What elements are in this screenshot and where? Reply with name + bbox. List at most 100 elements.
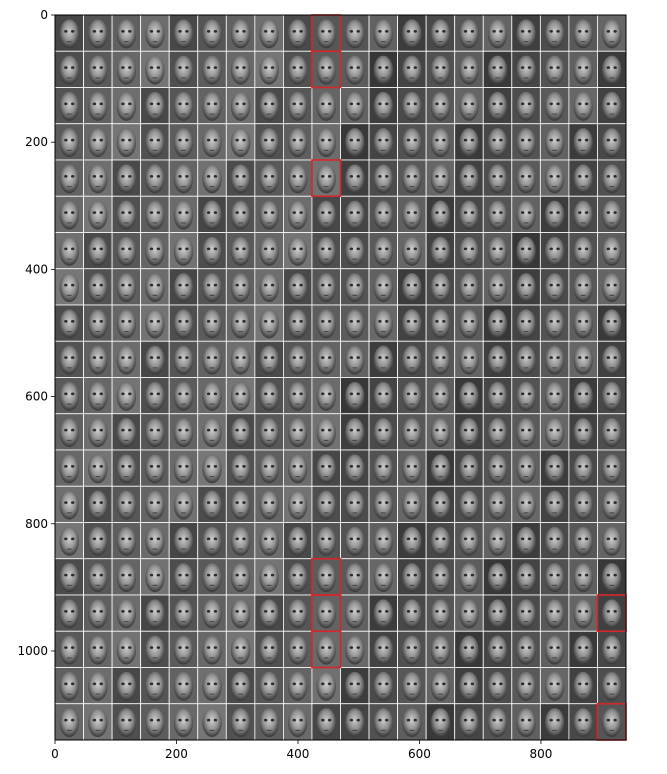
- face-tile: [454, 594, 484, 632]
- face-tile: [282, 304, 313, 342]
- face-tile: [83, 15, 113, 52]
- face-tile: [282, 232, 313, 270]
- face-tile: [368, 413, 398, 451]
- face-tile: [597, 377, 626, 415]
- face-tile: [140, 558, 170, 596]
- face-tile: [597, 485, 626, 523]
- face-tile: [425, 413, 456, 451]
- face-tile: [368, 558, 398, 596]
- face-tile: [225, 594, 256, 632]
- face-tile: [425, 703, 456, 740]
- face-tile: [311, 340, 341, 378]
- highlight-box: [311, 159, 342, 198]
- face-tile: [225, 703, 256, 740]
- face-tile: [511, 123, 541, 161]
- face-tile: [311, 485, 341, 523]
- face-tile: [597, 268, 626, 306]
- face-tile: [340, 340, 370, 378]
- face-tile: [597, 413, 626, 451]
- face-tile: [55, 268, 84, 306]
- face-tile: [55, 304, 84, 342]
- face-tile: [168, 377, 199, 415]
- face-tile: [111, 522, 142, 560]
- face-tile: [83, 268, 113, 306]
- face-tile: [539, 413, 570, 451]
- face-tile: [168, 413, 199, 451]
- face-tile: [397, 123, 427, 161]
- face-tile: [55, 15, 84, 52]
- face-tile: [340, 522, 370, 560]
- face-tile: [397, 50, 427, 88]
- face-tile: [568, 340, 598, 378]
- face-tile: [168, 485, 199, 523]
- face-tile: [397, 703, 427, 740]
- face-tile: [254, 703, 284, 740]
- face-grid-image: [55, 15, 626, 740]
- face-tile: [482, 630, 513, 668]
- face-tile: [282, 449, 313, 487]
- face-tile: [140, 413, 170, 451]
- face-tile: [254, 232, 284, 270]
- face-tile: [225, 15, 256, 52]
- face-tile: [254, 87, 284, 125]
- face-tile: [368, 268, 398, 306]
- face-tile: [83, 667, 113, 705]
- face-tile: [83, 340, 113, 378]
- face-tile: [482, 413, 513, 451]
- face-tile: [168, 268, 199, 306]
- face-tile: [482, 340, 513, 378]
- face-tile: [311, 558, 341, 596]
- face-tile: [482, 15, 513, 52]
- face-tile: [539, 449, 570, 487]
- face-tile: [140, 87, 170, 125]
- face-tile: [397, 522, 427, 560]
- face-tile: [282, 195, 313, 233]
- face-tile: [482, 667, 513, 705]
- face-tile: [397, 485, 427, 523]
- y-tick-label: 600: [25, 390, 48, 404]
- face-tile: [282, 703, 313, 740]
- face-tile: [55, 87, 84, 125]
- y-tick-label: 1000: [17, 644, 48, 658]
- face-tile: [482, 159, 513, 197]
- face-tile: [340, 123, 370, 161]
- face-tile: [397, 340, 427, 378]
- face-tile: [83, 50, 113, 88]
- face-tile: [311, 304, 341, 342]
- face-tile: [254, 522, 284, 560]
- face-tile: [83, 522, 113, 560]
- face-tile: [282, 594, 313, 632]
- face-tile: [397, 15, 427, 52]
- face-tile: [425, 449, 456, 487]
- face-tile: [197, 304, 227, 342]
- face-tile: [55, 630, 84, 668]
- face-tile: [140, 232, 170, 270]
- face-tile: [454, 630, 484, 668]
- face-tile: [539, 159, 570, 197]
- axes-frame: [54, 14, 627, 741]
- face-tile: [511, 232, 541, 270]
- face-tile: [539, 594, 570, 632]
- face-tile: [55, 449, 84, 487]
- face-tile: [597, 703, 626, 740]
- face-tile: [482, 232, 513, 270]
- face-tile: [539, 522, 570, 560]
- face-tile: [368, 159, 398, 197]
- face-tile: [482, 195, 513, 233]
- face-tile: [397, 630, 427, 668]
- face-tile: [282, 630, 313, 668]
- face-tile: [511, 667, 541, 705]
- face-tile: [311, 522, 341, 560]
- face-tile: [311, 159, 341, 197]
- face-tile: [368, 630, 398, 668]
- highlight-box: [311, 50, 342, 89]
- face-tile: [539, 703, 570, 740]
- face-tile: [311, 667, 341, 705]
- y-tick-label: 400: [25, 262, 48, 276]
- face-tile: [597, 15, 626, 52]
- face-tile: [55, 377, 84, 415]
- face-tile: [511, 159, 541, 197]
- face-tile: [168, 232, 199, 270]
- face-tile: [539, 377, 570, 415]
